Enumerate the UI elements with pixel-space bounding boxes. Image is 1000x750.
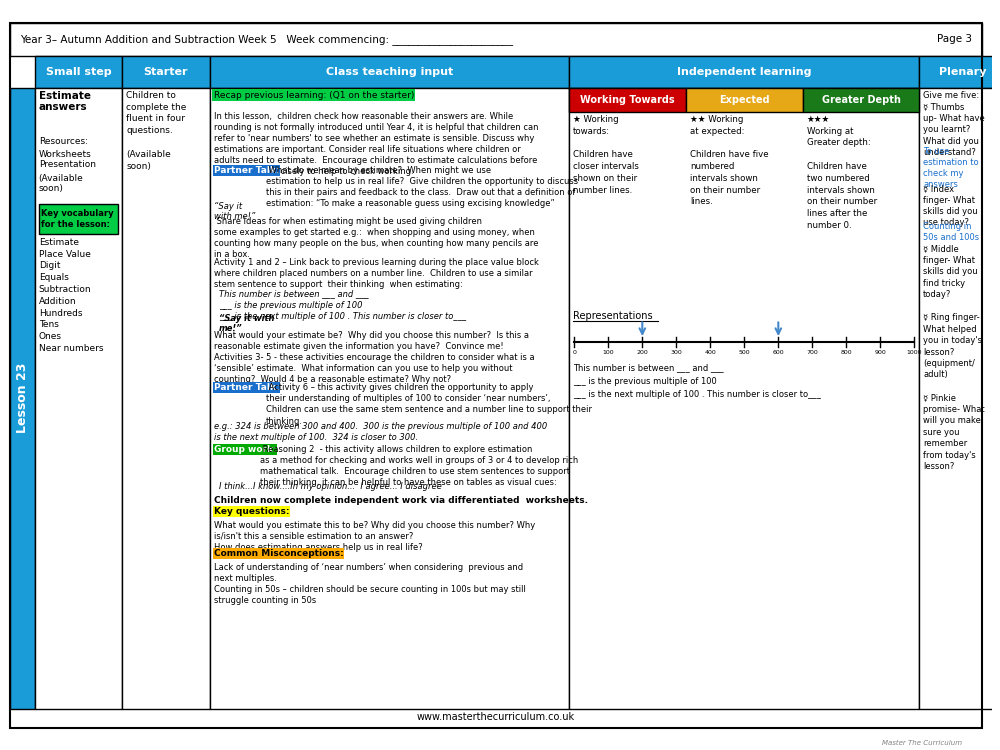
Text: Estimate
Place Value
Digit
Equals
Subtraction
Addition
Hundreds
Tens
Ones
Near n: Estimate Place Value Digit Equals Subtra… <box>39 238 103 353</box>
Text: Plenary: Plenary <box>939 67 987 77</box>
Text: Reasoning 2  - this activity allows children to explore estimation
as a method f: Reasoning 2 - this activity allows child… <box>260 445 579 487</box>
FancyBboxPatch shape <box>686 88 803 112</box>
Text: Children now complete independent work via differentiated  worksheets.: Children now complete independent work v… <box>214 496 588 505</box>
FancyBboxPatch shape <box>210 56 569 88</box>
Text: 0: 0 <box>572 350 576 355</box>
Text: Small step: Small step <box>46 67 111 77</box>
Text: Activity 1 and 2 – Link back to previous learning during the place value block
w: Activity 1 and 2 – Link back to previous… <box>214 258 539 290</box>
Text: ___ is the next multiple of 100 . This number is closer to___: ___ is the next multiple of 100 . This n… <box>573 390 821 399</box>
FancyBboxPatch shape <box>919 88 1000 709</box>
Text: Page 3: Page 3 <box>937 34 972 44</box>
Text: “Say it with
me!”: “Say it with me!” <box>219 314 274 333</box>
FancyBboxPatch shape <box>35 56 122 88</box>
Text: Independent learning: Independent learning <box>677 67 812 77</box>
Text: (Available
soon): (Available soon) <box>39 174 83 194</box>
Text: Partner Talk:: Partner Talk: <box>214 166 279 175</box>
Text: 900: 900 <box>874 350 886 355</box>
Text: Resources:: Resources: <box>39 136 88 146</box>
Text: Worksheets
Presentation: Worksheets Presentation <box>39 150 96 170</box>
Text: Activities 3- 5 - these activities encourage the children to consider what is a
: Activities 3- 5 - these activities encou… <box>214 353 534 385</box>
Text: ☿ Middle
finger- What
skills did you
find tricky
today?

☿ Ring finger-
What hel: ☿ Middle finger- What skills did you fin… <box>923 244 985 471</box>
Text: This number is between ___ and ___: This number is between ___ and ___ <box>573 363 724 372</box>
Text: ☿ Index
finger- What
skills did you
use today?: ☿ Index finger- What skills did you use … <box>923 184 978 238</box>
Text: 600: 600 <box>772 350 784 355</box>
FancyBboxPatch shape <box>39 204 118 234</box>
Text: Recap previous learning: (Q1 on the starter): Recap previous learning: (Q1 on the star… <box>214 91 414 100</box>
Text: Expected: Expected <box>719 94 770 105</box>
Text: What would your estimate be?  Why did you choose this number?  Is this a
reasona: What would your estimate be? Why did you… <box>214 331 529 351</box>
Text: 400: 400 <box>704 350 716 355</box>
Text: Key questions:: Key questions: <box>214 507 289 516</box>
Text: Working Towards: Working Towards <box>580 94 675 105</box>
Text: Partner Talk:: Partner Talk: <box>214 383 279 392</box>
Text: Give me five:
☿ Thumbs
up- What have
you learnt?
What did you
understand?: Give me five: ☿ Thumbs up- What have you… <box>923 91 985 169</box>
Text: ★★★
Working at
Greater depth:

Children have
two numbered
intervals shown
on the: ★★★ Working at Greater depth: Children h… <box>807 115 877 230</box>
Text: Key vocabulary
for the lesson:: Key vocabulary for the lesson: <box>41 209 113 229</box>
FancyBboxPatch shape <box>803 88 919 112</box>
Text: This number is between ___ and ___
___ is the previous multiple of 100
___ is th: This number is between ___ and ___ ___ i… <box>219 290 474 321</box>
Text: Lesson 23: Lesson 23 <box>16 363 29 434</box>
Text: Group work:: Group work: <box>214 445 276 454</box>
Text: ★★ Working
at expected:

Children have five
numbered
intervals shown
on their nu: ★★ Working at expected: Children have fi… <box>690 115 769 206</box>
Text: Representations: Representations <box>573 310 653 320</box>
Text: Starter: Starter <box>144 67 188 77</box>
Text: What do we mean by estimate?  When might we use
estimation to help us in real li: What do we mean by estimate? When might … <box>266 166 578 208</box>
Text: To use
estimation to
check my
answers: To use estimation to check my answers <box>923 147 979 189</box>
Text: Year 3– Autumn Addition and Subtraction Week 5   Week commencing: ______________: Year 3– Autumn Addition and Subtraction … <box>20 34 513 45</box>
Text: 800: 800 <box>840 350 852 355</box>
Text: ___ is the previous multiple of 100: ___ is the previous multiple of 100 <box>573 376 717 386</box>
Text: Share ideas for when estimating might be used giving children
some examples to g: Share ideas for when estimating might be… <box>214 217 538 259</box>
FancyBboxPatch shape <box>10 22 982 56</box>
Text: “Say it
with me!”: “Say it with me!” <box>214 202 255 221</box>
FancyBboxPatch shape <box>122 56 210 88</box>
Text: Greater Depth: Greater Depth <box>822 94 900 105</box>
Text: 500: 500 <box>738 350 750 355</box>
Text: e.g.: 324 is between 300 and 400.  300 is the previous multiple of 100 and 400
i: e.g.: 324 is between 300 and 400. 300 is… <box>214 422 547 442</box>
FancyBboxPatch shape <box>569 56 919 88</box>
FancyBboxPatch shape <box>569 88 919 709</box>
Text: Lack of understanding of ‘near numbers’ when considering  previous and
next mult: Lack of understanding of ‘near numbers’ … <box>214 562 526 604</box>
Text: Children to
complete the
fluent in four
questions.

(Available
soon): Children to complete the fluent in four … <box>126 91 187 170</box>
Text: Activity 6 – this activity gives children the opportunity to apply
their underst: Activity 6 – this activity gives childre… <box>266 383 592 425</box>
Text: Counting in
50s and 100s: Counting in 50s and 100s <box>923 222 979 242</box>
Text: 300: 300 <box>670 350 682 355</box>
Text: Common Misconceptions:: Common Misconceptions: <box>214 549 343 558</box>
FancyBboxPatch shape <box>122 88 210 709</box>
Text: I think...I know....In my opinion...  I agree... I disagree: I think...I know....In my opinion... I a… <box>219 482 441 491</box>
Text: ★ Working
towards:

Children have
closer intervals
shown on their
number lines.: ★ Working towards: Children have closer … <box>573 115 639 194</box>
Text: Class teaching input: Class teaching input <box>326 67 453 77</box>
Text: 1000: 1000 <box>907 350 922 355</box>
Text: www.masterthecurriculum.co.uk: www.masterthecurriculum.co.uk <box>417 712 575 722</box>
FancyBboxPatch shape <box>10 88 35 709</box>
Text: 700: 700 <box>806 350 818 355</box>
Text: 100: 100 <box>602 350 614 355</box>
FancyBboxPatch shape <box>210 88 569 709</box>
FancyBboxPatch shape <box>919 56 1000 88</box>
Text: What would you estimate this to be? Why did you choose this number? Why
is/isn't: What would you estimate this to be? Why … <box>214 520 535 552</box>
FancyBboxPatch shape <box>569 88 686 112</box>
Text: 200: 200 <box>636 350 648 355</box>
Text: Master The Curriculum: Master The Curriculum <box>882 740 962 746</box>
FancyBboxPatch shape <box>35 88 122 709</box>
Text: In this lesson,  children check how reasonable their answers are. While
rounding: In this lesson, children check how reaso… <box>214 112 538 176</box>
Text: Estimate
answers: Estimate answers <box>39 91 91 112</box>
